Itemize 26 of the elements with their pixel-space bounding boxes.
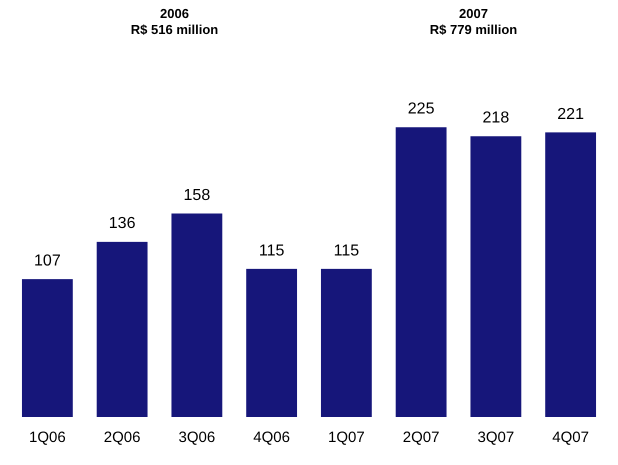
bar bbox=[246, 268, 298, 417]
x-tick-label: 4Q06 bbox=[253, 429, 290, 446]
x-tick-label: 1Q06 bbox=[29, 429, 66, 446]
data-label: 107 bbox=[34, 252, 61, 270]
bar bbox=[396, 127, 447, 417]
data-label: 221 bbox=[557, 106, 584, 123]
x-tick-label: 2Q07 bbox=[402, 429, 440, 446]
data-label: 115 bbox=[258, 242, 284, 260]
bar bbox=[470, 136, 522, 417]
x-tick-label: 3Q07 bbox=[478, 429, 514, 446]
text: 2006 R$ 516 million bbox=[130, 6, 218, 38]
x-tick-label: 2Q06 bbox=[104, 429, 140, 446]
data-label: 218 bbox=[482, 110, 510, 127]
data-label: 158 bbox=[184, 186, 210, 204]
text: 2007 R$ 779 million bbox=[430, 6, 518, 38]
bar bbox=[320, 268, 372, 417]
bar bbox=[171, 213, 222, 417]
bar bbox=[22, 279, 73, 417]
data-label: 115 bbox=[334, 242, 360, 260]
x-tick-label: 1Q07 bbox=[328, 429, 365, 446]
data-label: 136 bbox=[108, 215, 136, 232]
bar bbox=[545, 132, 596, 417]
x-tick-label: 3Q06 bbox=[178, 429, 216, 446]
bar bbox=[96, 242, 148, 417]
data-label: 225 bbox=[408, 100, 435, 118]
x-tick-label: 4Q07 bbox=[552, 429, 589, 446]
